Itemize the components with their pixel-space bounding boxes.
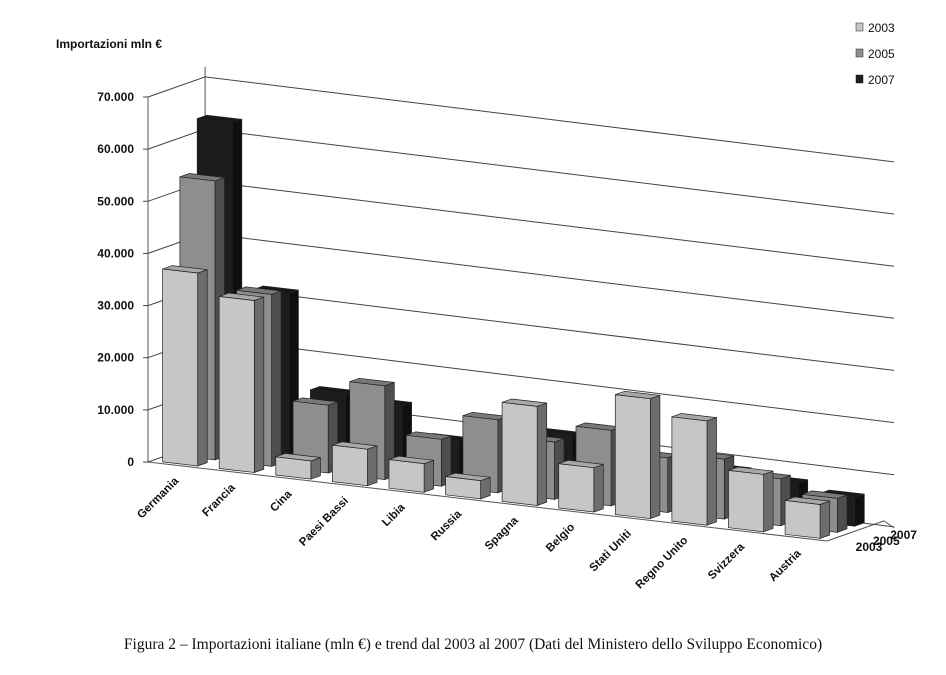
bars [162,114,865,539]
bar-top [349,377,395,387]
bar-2003-Austria [784,496,831,539]
bar-top [615,390,661,400]
bar-top [179,173,225,182]
x-tick-label: Austria [767,547,804,584]
bar-side [854,493,865,527]
bar-side [593,463,604,513]
x-tick-label: Paesi Bassi [297,495,351,549]
gridline [147,180,895,267]
bar-top [332,441,378,450]
bar-2003-Belgio [558,459,604,513]
chart: 0 10.000 20.000 30.000 40.000 50.000 60.000 70.… [56,21,918,592]
bar-top [292,397,338,406]
bar-front [501,401,538,506]
y-tick-label: 20.000 [97,351,134,365]
x-tick-label: Libia [380,501,408,529]
bar-2003-Spagna [501,398,548,506]
bar-top [219,292,264,301]
bar-2003-Francia [218,292,265,473]
bar-side [706,417,717,526]
legend-label: 2005 [868,47,895,61]
x-tick-label: Russia [429,508,465,544]
x-tick-label: Spagna [483,514,521,552]
bar-side [650,394,661,520]
bar-side [367,445,378,487]
bar-top [406,431,452,440]
bar-top [558,459,604,469]
y-tick-label: 60.000 [97,142,134,156]
bar-side [423,459,434,493]
bar-side [819,500,831,539]
depth-tick-label: 2005 [873,534,900,548]
gridline [147,128,895,215]
bar-top [784,496,830,505]
bar-2003-Stati Uniti [614,390,661,520]
y-tick-label: 50.000 [97,194,134,208]
legend-swatch [855,74,864,84]
bar-front [218,296,255,473]
legend-swatch [855,48,864,58]
bar-top [728,466,774,475]
bar-front [388,459,425,493]
x-tick-label: Regno Unito [634,535,691,592]
bar-front [162,268,199,467]
bar-2003-Svizzera [728,466,774,533]
bar-side [837,494,848,533]
legend-label: 2003 [868,21,895,35]
y-tick-label: 70.000 [97,90,134,104]
gridline [147,76,895,163]
bar-front [784,500,821,539]
bar-2003-Paesi Bassi [332,441,378,487]
bar-2003-Cina [275,453,321,480]
bar-top [162,265,208,274]
x-tick-label: Cina [268,488,295,515]
bar-front [671,416,708,526]
bar-2003-Russia [445,472,491,500]
bar-2003-Germania [162,265,208,467]
bar-side [480,476,491,500]
x-tick-label: Stati Uniti [587,528,633,574]
bar-2003-Libia [388,455,434,493]
y-tick-label: 10.000 [97,403,134,417]
figure-caption: Figura 2 – Importazioni italiane (mln €)… [123,636,823,653]
legend-swatch [855,22,864,32]
y-axis-ticks: 0 10.000 20.000 30.000 40.000 50.000 60.000 70.… [97,90,134,469]
x-tick-label: Belgio [544,521,577,554]
depth-tick-label: 2003 [856,540,883,554]
bar-top [388,455,434,464]
bar-top [275,453,321,462]
bar-top [445,472,491,481]
bar-top [802,490,848,499]
x-axis-line [147,461,828,542]
y-tick-label: 40.000 [97,246,134,260]
bar-side [197,269,208,467]
y-axis-title: Importazioni mln € [56,37,162,51]
bar-front [614,394,651,519]
bar-top [501,398,547,407]
legend: 2003 2005 2007 [855,21,895,87]
bar-top [197,114,242,124]
x-tick-label: Germania [135,475,181,521]
bar-side [763,470,774,533]
bar-front [728,470,764,533]
bar-side [253,296,265,473]
y-tick-label: 30.000 [97,299,134,313]
legend-label: 2007 [868,73,895,87]
bar-front [332,444,368,487]
bar-front [558,463,595,513]
bar-2003-Regno Unito [671,413,717,526]
depth-tick-label: 2007 [890,528,917,542]
bar-top [671,413,717,422]
x-tick-label: Svizzera [706,541,747,582]
bar-side [271,290,282,467]
x-tick-label: Francia [200,481,238,519]
bar-top [236,286,282,295]
bar-side [536,402,548,506]
y-tick-label: 0 [127,455,134,469]
